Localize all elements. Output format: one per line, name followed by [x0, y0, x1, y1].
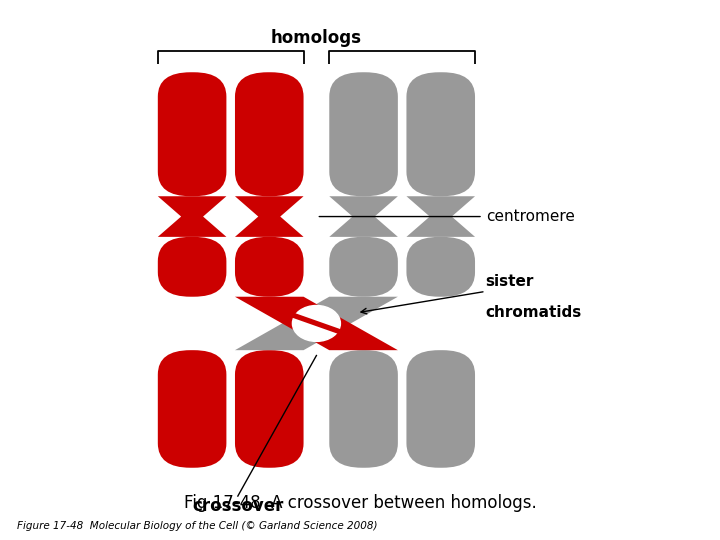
FancyBboxPatch shape: [329, 237, 398, 296]
FancyBboxPatch shape: [406, 350, 475, 468]
FancyBboxPatch shape: [406, 72, 475, 196]
Text: Fig 17-48  A crossover between homologs.: Fig 17-48 A crossover between homologs.: [184, 495, 536, 512]
FancyBboxPatch shape: [158, 237, 226, 296]
Polygon shape: [235, 296, 398, 350]
FancyBboxPatch shape: [235, 72, 304, 196]
Polygon shape: [235, 296, 398, 350]
Polygon shape: [256, 305, 377, 342]
FancyBboxPatch shape: [158, 72, 226, 196]
Text: sister: sister: [486, 274, 534, 289]
Polygon shape: [235, 196, 304, 237]
FancyBboxPatch shape: [406, 237, 475, 296]
Text: Figure 17-48  Molecular Biology of the Cell (© Garland Science 2008): Figure 17-48 Molecular Biology of the Ce…: [17, 521, 377, 531]
Polygon shape: [329, 196, 398, 237]
Circle shape: [292, 306, 341, 341]
FancyBboxPatch shape: [158, 350, 226, 468]
FancyBboxPatch shape: [329, 72, 398, 196]
Text: crossover: crossover: [192, 497, 284, 515]
FancyBboxPatch shape: [235, 350, 304, 468]
Polygon shape: [406, 196, 475, 237]
Text: homologs: homologs: [271, 29, 362, 46]
Polygon shape: [158, 196, 226, 237]
Text: centromere: centromere: [319, 209, 575, 224]
FancyBboxPatch shape: [329, 350, 398, 468]
Text: chromatids: chromatids: [486, 305, 582, 320]
FancyBboxPatch shape: [235, 237, 304, 296]
